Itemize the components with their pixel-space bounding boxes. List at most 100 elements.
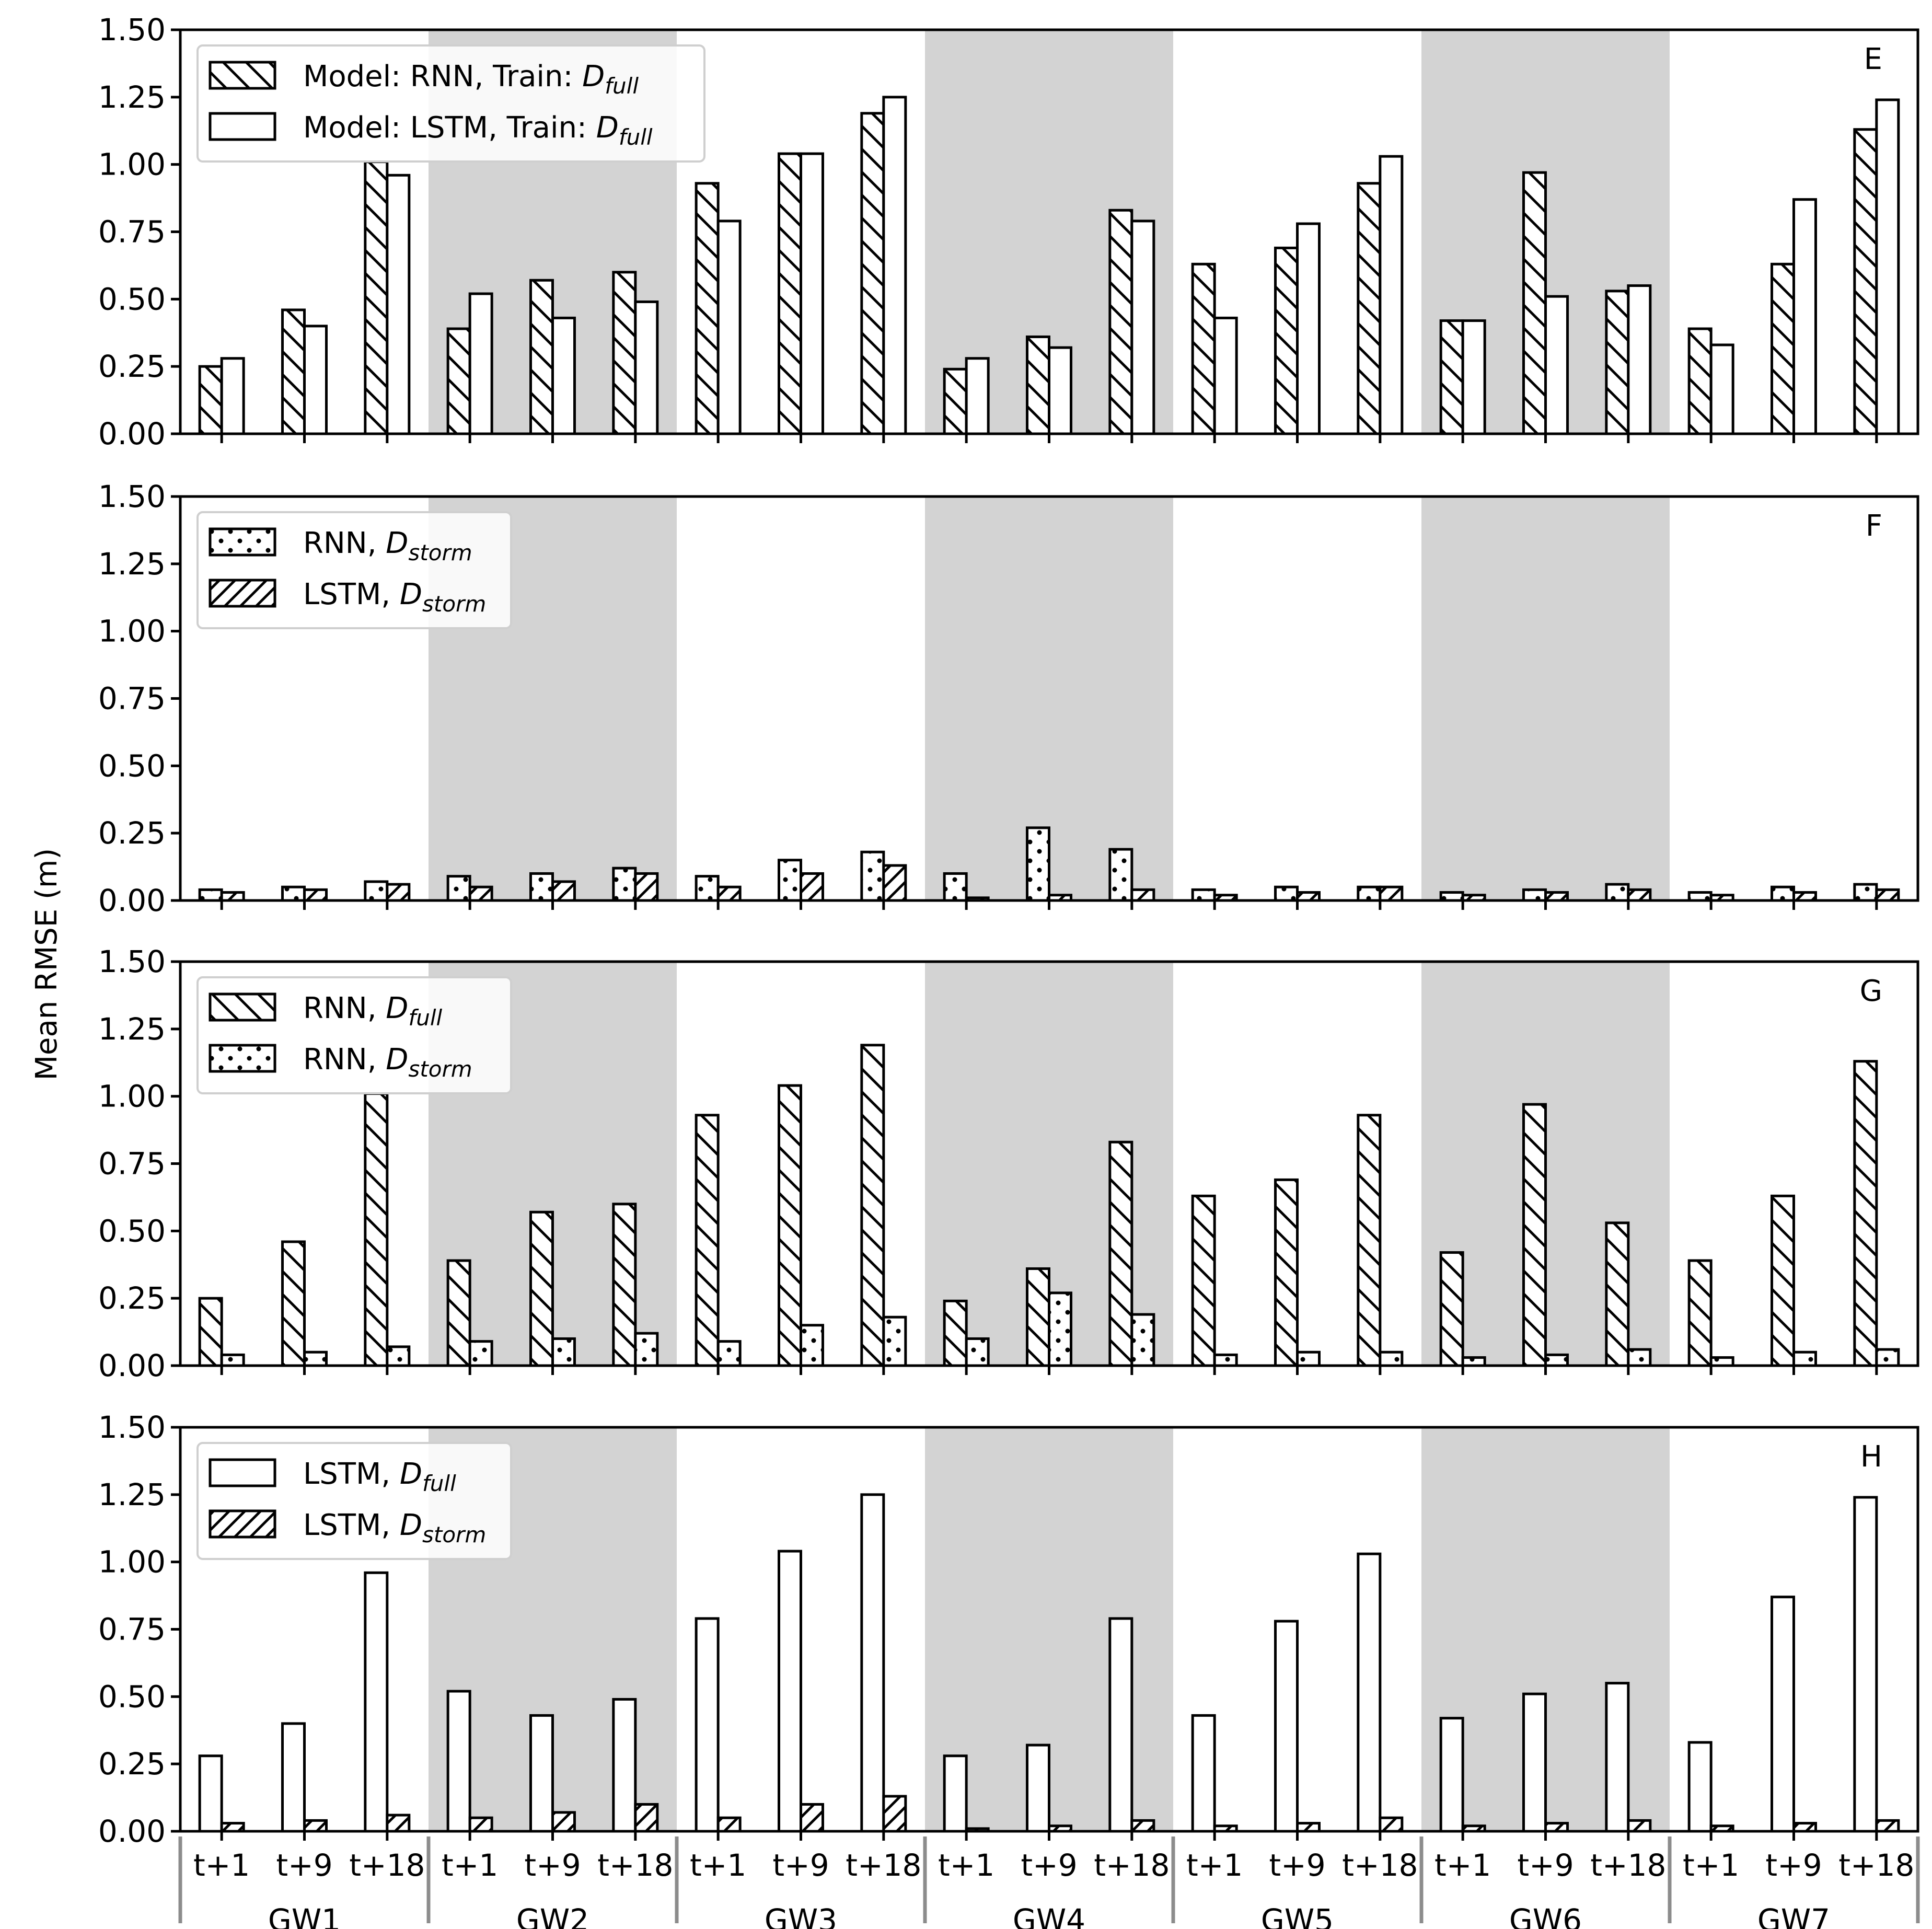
ytick-label: 0.00 [98,416,166,452]
bar-h-lstm-d-full-gw1-t-9 [281,1722,306,1833]
ytick-label: 1.50 [98,12,166,48]
bar-h-lstm-d-storm-gw3-t-1 [716,1816,742,1833]
bar-h-lstm-d-storm-gw3-t-18 [882,1795,907,1833]
bar-f-lstm-d-storm-gw3-t-18 [882,864,907,902]
bar-f-rnn-d-storm-gw1-t-18 [364,880,389,902]
bar-h-lstm-d-full-gw4-t-9 [1026,1743,1050,1833]
ytick-label: 0.75 [98,1146,166,1182]
legend-swatch [209,1044,276,1073]
bar-e-model-rnn-train-d-full-gw1-t-9 [281,308,306,435]
bar-f-lstm-d-storm-gw1-t-9 [303,888,328,902]
xtick-label: t+1 [938,1847,994,1883]
bar-e-model-rnn-train-d-full-gw1-t-1 [198,365,223,435]
bar-f-lstm-d-storm-gw3-t-1 [716,885,742,902]
ytick-label: 0.75 [98,214,166,250]
ytick-label: 1.25 [98,1011,166,1047]
bar-g-rnn-d-full-gw7-t-1 [1687,1259,1713,1367]
xtick-label: t+18 [1094,1847,1170,1883]
bar-h-lstm-d-storm-gw1-t-9 [303,1819,328,1833]
legend-label: LSTM, Dstorm [303,577,486,617]
shade-gw6 [1421,496,1670,900]
xtick-label: t+1 [193,1847,250,1883]
bar-f-rnn-d-storm-gw1-t-1 [198,888,223,902]
ytick-label: 1.50 [98,1410,166,1445]
xtick-label: t+9 [1269,1847,1325,1883]
bar-f-rnn-d-storm-gw5-t-1 [1191,888,1216,902]
bar-g-rnn-d-full-gw3-t-9 [778,1084,802,1367]
legend-label: LSTM, Dstorm [303,1508,486,1547]
bar-g-rnn-d-storm-gw5-t-1 [1213,1353,1238,1367]
bar-h-lstm-d-full-gw2-t-18 [612,1697,637,1833]
bar-e-model-rnn-train-d-full-gw6-t-9 [1522,171,1547,435]
panel-letter: G [1860,974,1882,1008]
bar-h-lstm-d-full-gw6-t-1 [1439,1717,1464,1833]
group-label-gw7: GW7 [1757,1902,1830,1929]
bar-f-lstm-d-storm-gw3-t-9 [800,872,824,902]
ytick-label: 0.25 [98,1280,166,1316]
legend-swatch [209,61,276,90]
bar-e-model-rnn-train-d-full-gw2-t-1 [446,327,471,435]
xtick-label: t+1 [442,1847,498,1883]
bar-e-model-rnn-train-d-full-gw7-t-1 [1687,327,1713,435]
ytick-label: 0.75 [98,681,166,717]
legend-box [196,44,705,163]
panel-letter: E [1864,42,1882,76]
bar-f-rnn-d-storm-gw2-t-18 [612,867,637,902]
bar-e-model-lstm-train-d-full-gw6-t-1 [1461,319,1486,435]
bar-g-rnn-d-storm-gw6-t-9 [1544,1353,1569,1367]
bar-e-model-lstm-train-d-full-gw3-t-1 [716,220,742,435]
bar-h-lstm-d-storm-gw7-t-18 [1875,1819,1900,1833]
ytick-label: 1.00 [98,614,166,649]
bar-g-rnn-d-storm-gw2-t-1 [468,1340,493,1367]
bar-e-model-lstm-train-d-full-gw1-t-18 [386,174,411,435]
bar-f-rnn-d-storm-gw5-t-9 [1274,885,1299,902]
ytick-label: 0.50 [98,748,166,783]
xtick-label: t+18 [1838,1847,1914,1883]
bar-e-model-rnn-train-d-full-gw2-t-9 [529,279,554,435]
group-label-gw1: GW1 [268,1902,341,1929]
bar-f-rnn-d-storm-gw3-t-9 [778,859,802,902]
bar-f-lstm-d-storm-gw7-t-18 [1875,888,1900,902]
bar-f-rnn-d-storm-gw4-t-18 [1108,848,1133,902]
bar-g-rnn-d-full-gw7-t-9 [1771,1194,1795,1367]
xtick-label: t+18 [846,1847,921,1883]
panel-h: 0.00 0.25 0.50 0.75 1.00 1.25 1.50 H LSTM, Dfull… [98,1410,1919,1849]
bar-e-model-lstm-train-d-full-gw4-t-18 [1130,220,1155,435]
bar-e-model-lstm-train-d-full-gw4-t-1 [965,357,990,435]
bar-h-lstm-d-storm-gw1-t-18 [386,1814,411,1833]
bar-g-rnn-d-full-gw4-t-9 [1026,1267,1050,1367]
bar-h-lstm-d-full-gw5-t-1 [1191,1714,1216,1833]
bar-g-rnn-d-storm-gw6-t-18 [1627,1348,1652,1367]
ytick-label: 1.25 [98,79,166,115]
bar-h-lstm-d-full-gw3-t-18 [860,1493,885,1833]
bar-g-rnn-d-full-gw2-t-1 [446,1259,471,1367]
bar-e-model-lstm-train-d-full-gw5-t-9 [1296,222,1321,435]
bar-h-lstm-d-storm-gw6-t-18 [1627,1819,1652,1833]
group-label-gw3: GW3 [765,1902,837,1929]
bar-f-rnn-d-storm-gw6-t-9 [1522,888,1547,902]
bar-f-rnn-d-storm-gw4-t-9 [1026,826,1050,902]
bar-h-lstm-d-storm-gw2-t-1 [468,1816,493,1833]
bar-g-rnn-d-full-gw3-t-1 [695,1114,720,1367]
xtick-label: t+18 [1342,1847,1418,1883]
bar-h-lstm-d-full-gw3-t-1 [695,1617,720,1833]
legend-e: Model: RNN, Train: Dfull Model: LSTM, Tra… [196,44,705,163]
bar-e-model-lstm-train-d-full-gw3-t-18 [882,96,907,435]
legend-swatch [209,112,276,141]
bar-g-rnn-d-full-gw3-t-18 [860,1044,885,1367]
bar-h-lstm-d-storm-gw4-t-18 [1130,1819,1155,1833]
bar-g-rnn-d-storm-gw4-t-1 [965,1337,990,1367]
bar-e-model-rnn-train-d-full-gw2-t-18 [612,271,637,435]
bar-g-rnn-d-full-gw5-t-1 [1191,1194,1216,1367]
legend-label: RNN, Dfull [303,991,442,1031]
bar-g-rnn-d-full-gw6-t-18 [1605,1221,1630,1367]
bar-h-lstm-d-storm-gw2-t-9 [551,1811,576,1833]
legend-swatch [209,1458,276,1487]
bar-g-rnn-d-storm-gw3-t-9 [800,1324,824,1367]
bar-e-model-lstm-train-d-full-gw6-t-18 [1627,284,1652,435]
bar-e-model-rnn-train-d-full-gw3-t-1 [695,182,720,435]
bar-h-lstm-d-full-gw7-t-18 [1853,1496,1878,1833]
bar-g-rnn-d-full-gw4-t-1 [943,1299,968,1367]
bar-e-model-rnn-train-d-full-gw6-t-18 [1605,290,1630,435]
